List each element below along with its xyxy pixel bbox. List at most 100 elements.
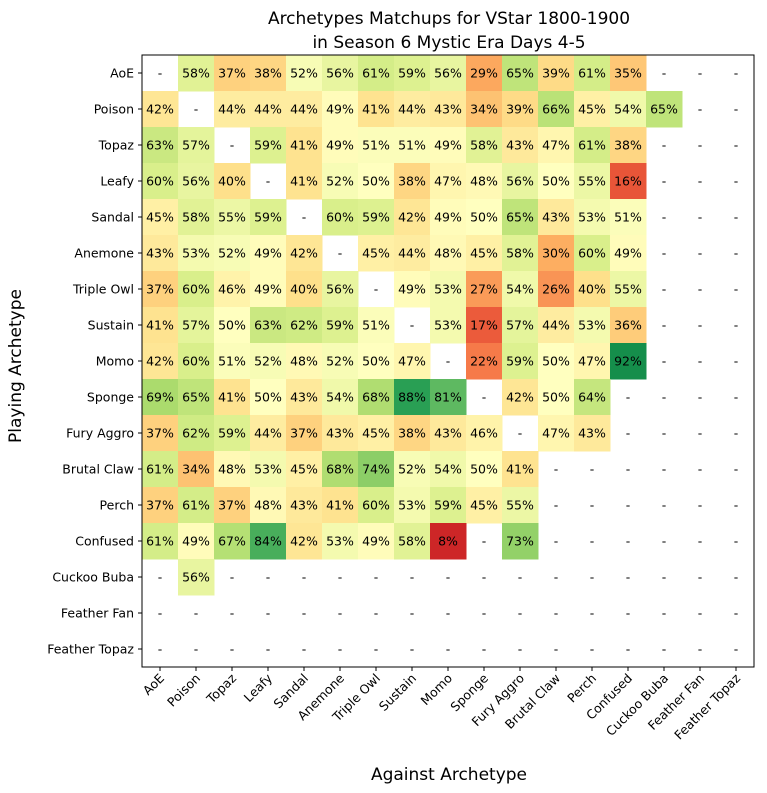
cell-aoe-vs-fury-aggro-label: 65% — [506, 66, 534, 81]
cell-momo-vs-brutal-claw — [538, 343, 575, 380]
cell-topaz-vs-perch — [574, 127, 611, 164]
x-tick-sustain: Sustain — [376, 671, 419, 714]
cell-momo-vs-poison — [178, 343, 215, 380]
cell-leafy-vs-anemone — [322, 163, 359, 200]
cell-cuckoo-buba-vs-feather-topaz-label: - — [734, 570, 739, 585]
cell-confused-vs-cuckoo-buba-label: - — [662, 534, 667, 549]
cell-triple-owl-vs-anemone-label: 56% — [326, 282, 354, 297]
cell-topaz-vs-aoe — [142, 127, 179, 164]
cell-aoe-vs-topaz — [214, 55, 251, 92]
cell-sponge-vs-sandal — [286, 379, 323, 416]
cell-sandal-vs-topaz — [214, 199, 251, 236]
cell-sandal-vs-sponge — [466, 199, 503, 236]
cell-aoe-vs-sandal-label: 52% — [290, 66, 318, 81]
cell-aoe-vs-sustain — [394, 55, 431, 92]
cell-topaz-vs-topaz-label: - — [230, 138, 235, 153]
cell-brutal-claw-vs-triple-owl — [358, 451, 395, 488]
cell-confused-vs-fury-aggro-label: 73% — [506, 534, 534, 549]
cell-confused-vs-topaz-label: 67% — [218, 534, 246, 549]
cell-sustain-vs-perch-label: 53% — [578, 318, 606, 333]
chart-title-line-1: Archetypes Matchups for VStar 1800-1900 — [268, 9, 630, 29]
cell-sponge-vs-triple-owl — [358, 379, 395, 416]
cell-sponge-vs-topaz-label: 41% — [218, 390, 246, 405]
cell-triple-owl-vs-leafy — [250, 271, 287, 308]
cell-aoe-vs-sandal — [286, 55, 323, 92]
cell-poison-vs-leafy — [250, 91, 287, 128]
cell-brutal-claw-vs-cuckoo-buba-label: - — [662, 462, 667, 477]
cell-aoe-vs-confused-label: 35% — [614, 66, 642, 81]
cell-topaz-vs-leafy — [250, 127, 287, 164]
cell-sustain-vs-fury-aggro-label: 57% — [506, 318, 534, 333]
cell-triple-owl-vs-sandal — [286, 271, 323, 308]
cell-momo-vs-poison-label: 60% — [182, 354, 210, 369]
cell-cuckoo-buba-vs-triple-owl-label: - — [374, 570, 379, 585]
cell-leafy-vs-topaz — [214, 163, 251, 200]
cell-brutal-claw-vs-topaz — [214, 451, 251, 488]
cell-fury-aggro-vs-anemone — [322, 415, 359, 452]
cell-brutal-claw-vs-aoe — [142, 451, 179, 488]
cell-anemone-vs-anemone-label: - — [338, 246, 343, 261]
cell-sandal-vs-sponge-label: 50% — [470, 210, 498, 225]
cell-topaz-vs-sponge — [466, 127, 503, 164]
cell-leafy-vs-brutal-claw — [538, 163, 575, 200]
cell-anemone-vs-aoe-label: 43% — [146, 246, 174, 261]
cell-topaz-vs-momo — [430, 127, 467, 164]
cell-poison-vs-sustain — [394, 91, 431, 128]
cell-brutal-claw-vs-feather-topaz-label: - — [734, 462, 739, 477]
cell-brutal-claw-vs-triple-owl-label: 74% — [362, 462, 390, 477]
cell-perch-vs-anemone-label: 41% — [326, 498, 354, 513]
cell-poison-vs-sustain-label: 44% — [398, 102, 426, 117]
cell-fury-aggro-vs-triple-owl-label: 45% — [362, 426, 390, 441]
cell-sandal-vs-confused — [610, 199, 647, 236]
cell-perch-vs-fury-aggro — [502, 487, 539, 524]
cell-brutal-claw-vs-leafy-label: 53% — [254, 462, 282, 477]
cell-sustain-vs-feather-fan-label: - — [698, 318, 703, 333]
cell-topaz-vs-cuckoo-buba-label: - — [662, 138, 667, 153]
cell-aoe-vs-brutal-claw — [538, 55, 575, 92]
cell-anemone-vs-topaz — [214, 235, 251, 272]
cell-confused-vs-sandal — [286, 523, 323, 560]
cell-momo-vs-perch-label: 47% — [578, 354, 606, 369]
cell-leafy-vs-momo-label: 47% — [434, 174, 462, 189]
cell-sandal-vs-sustain-label: 42% — [398, 210, 426, 225]
cell-triple-owl-vs-perch-label: 40% — [578, 282, 606, 297]
cell-sustain-vs-triple-owl — [358, 307, 395, 344]
cell-topaz-vs-brutal-claw-label: 47% — [542, 138, 570, 153]
cell-momo-vs-anemone-label: 52% — [326, 354, 354, 369]
cell-fury-aggro-vs-sandal — [286, 415, 323, 452]
cell-anemone-vs-brutal-claw-label: 30% — [542, 246, 570, 261]
cell-aoe-vs-sponge-label: 29% — [470, 66, 498, 81]
cell-triple-owl-vs-sustain — [394, 271, 431, 308]
chart-title: Archetypes Matchups for VStar 1800-1900 … — [268, 9, 630, 53]
cell-brutal-claw-vs-anemone-label: 68% — [326, 462, 354, 477]
cell-cuckoo-buba-vs-poison-label: 56% — [182, 570, 210, 585]
cell-brutal-claw-vs-perch-label: - — [590, 462, 595, 477]
cell-anemone-vs-momo — [430, 235, 467, 272]
cell-feather-topaz-vs-confused-label: - — [626, 642, 631, 657]
cell-confused-vs-anemone-label: 53% — [326, 534, 354, 549]
cell-triple-owl-vs-feather-fan-label: - — [698, 282, 703, 297]
cell-feather-topaz-vs-perch-label: - — [590, 642, 595, 657]
cell-sustain-vs-topaz — [214, 307, 251, 344]
chart-title-line-2: in Season 6 Mystic Era Days 4-5 — [312, 33, 585, 53]
cell-anemone-vs-feather-fan-label: - — [698, 246, 703, 261]
cell-aoe-vs-sustain-label: 59% — [398, 66, 426, 81]
cell-poison-vs-brutal-claw-label: 66% — [542, 102, 570, 117]
cell-sponge-vs-aoe — [142, 379, 179, 416]
cell-feather-topaz-vs-feather-fan-label: - — [698, 642, 703, 657]
cell-feather-fan-vs-triple-owl-label: - — [374, 606, 379, 621]
cell-anemone-vs-feather-topaz-label: - — [734, 246, 739, 261]
cell-feather-fan-vs-sandal-label: - — [302, 606, 307, 621]
cell-anemone-vs-sustain-label: 44% — [398, 246, 426, 261]
cell-perch-vs-cuckoo-buba-label: - — [662, 498, 667, 513]
cell-cuckoo-buba-vs-cuckoo-buba-label: - — [662, 570, 667, 585]
cell-feather-fan-vs-anemone-label: - — [338, 606, 343, 621]
cell-sponge-vs-anemone-label: 54% — [326, 390, 354, 405]
cell-fury-aggro-vs-brutal-claw-label: 47% — [542, 426, 570, 441]
cell-leafy-vs-sustain-label: 38% — [398, 174, 426, 189]
cell-feather-fan-vs-perch-label: - — [590, 606, 595, 621]
cell-topaz-vs-fury-aggro-label: 43% — [506, 138, 534, 153]
cell-sustain-vs-poison — [178, 307, 215, 344]
y-tick-sustain: Sustain — [88, 318, 134, 333]
